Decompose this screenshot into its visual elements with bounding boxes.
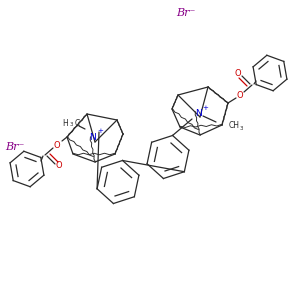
Text: H: H [62,118,68,127]
Text: N: N [195,110,201,118]
Text: O: O [235,68,241,77]
Text: CH: CH [229,122,240,130]
Text: +: + [97,128,103,134]
Text: N: N [90,133,96,142]
Text: O: O [237,91,243,100]
Text: O: O [56,161,62,170]
Text: Br⁻: Br⁻ [5,142,24,152]
Text: O: O [54,140,60,149]
Text: +: + [202,105,208,111]
Text: 3: 3 [69,122,73,128]
Text: 3: 3 [240,125,244,130]
Text: C: C [74,118,80,127]
Text: Br⁻: Br⁻ [176,8,196,19]
